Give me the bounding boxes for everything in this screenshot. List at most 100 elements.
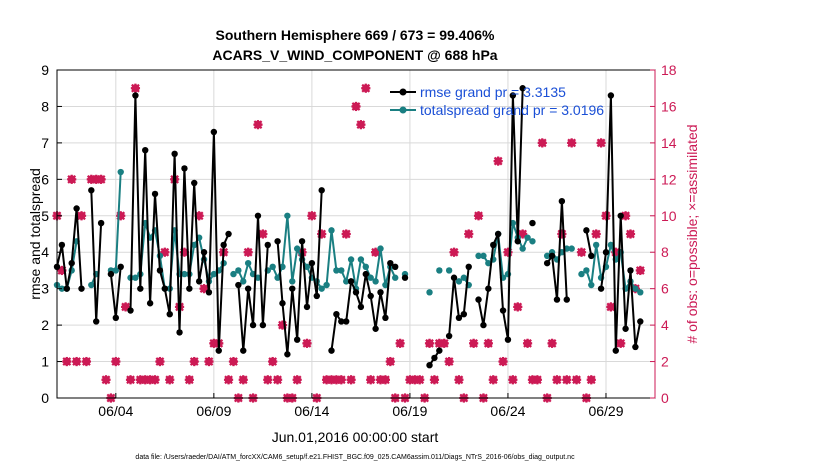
obs-assimilated-marker [204, 356, 214, 367]
obs-assimilated-marker [552, 375, 562, 385]
y-tick-label: 2 [41, 317, 49, 333]
obs-assimilated-marker [380, 375, 391, 385]
rmse-data-point [68, 259, 75, 267]
rmse-data-point [210, 128, 218, 136]
rmse-data-point [107, 270, 115, 278]
obs-assimilated-marker [537, 138, 547, 148]
totalspread-data-point [543, 252, 551, 260]
rmse-data-point [597, 285, 605, 292]
obs-assimilated-marker [498, 356, 508, 367]
rmse-data-point [338, 318, 345, 325]
y-axis-label: rmse and totalspread [27, 168, 43, 300]
totalspread-data-point [191, 241, 198, 249]
totalspread-data-point [318, 285, 325, 292]
totalspread-data-point [426, 289, 433, 296]
rmse-data-point [279, 300, 286, 307]
obs-assimilated-marker [591, 229, 601, 239]
totalspread-data-point [637, 289, 644, 296]
series-lines [53, 85, 644, 369]
obs-assimilated-marker [415, 375, 425, 385]
obs-assimilated-marker [125, 375, 136, 385]
obs-assimilated-marker [488, 375, 498, 385]
totalspread-data-point [132, 274, 139, 281]
y-axis-left: 0 1 2 3 4 5 6 7 8 9 [41, 62, 62, 406]
rmse-data-point [426, 362, 433, 369]
obs-assimilated-marker [625, 229, 636, 239]
rmse-data-point [181, 165, 188, 172]
rmse-data-point [225, 230, 232, 238]
obs-assimilated-marker [429, 375, 440, 385]
obs-assimilated-marker [464, 229, 474, 239]
y-tick-label: 0 [41, 390, 49, 406]
totalspread-data-point [377, 245, 384, 252]
obs-assimilated-marker [547, 338, 557, 348]
rmse-data-point [97, 219, 105, 227]
rmse-data-point [558, 198, 566, 205]
obs-assimilated-marker [189, 356, 199, 367]
obs-assimilated-marker [253, 120, 263, 130]
y2-tick-label: 8 [661, 244, 669, 260]
rmse-data-point [220, 241, 227, 249]
obs-assimilated-marker [483, 338, 493, 348]
rmse-data-point [244, 285, 252, 292]
rmse-data-point [166, 310, 173, 318]
rmse-data-point [176, 329, 183, 336]
obs-assimilated-marker [160, 247, 170, 257]
obs-assimilated-marker [101, 375, 111, 385]
totalspread-data-point [230, 270, 237, 278]
obs-assimilated-marker [557, 229, 567, 239]
rmse-data-point [632, 343, 639, 351]
totalspread-data-point [235, 267, 242, 274]
rmse-data-point [529, 219, 536, 227]
rmse-data-point [499, 307, 507, 314]
rmse-data-point [352, 289, 360, 296]
totalspread-data-point [607, 241, 615, 249]
obs-assimilated-marker [165, 375, 175, 385]
obs-assimilated-marker [292, 375, 302, 385]
rmse-data-point [460, 310, 468, 318]
totalspread-data-point [583, 267, 590, 274]
x-tick-label: 06/09 [196, 403, 231, 419]
totalspread-data-point [480, 252, 487, 260]
rmse-data-point [377, 289, 384, 296]
totalspread-data-point [328, 227, 335, 234]
obs-assimilated-marker [616, 338, 626, 348]
totalspread-data-point [254, 274, 262, 281]
y2-tick-label: 16 [661, 98, 677, 114]
y-axis-right: 0 2 4 6 8 10 12 14 16 18 [650, 62, 677, 406]
rmse-data-point [328, 347, 335, 354]
rmse-data-point [284, 351, 291, 358]
rmse-data-point [465, 263, 472, 270]
chart-title-line1: Southern Hemisphere 669 / 673 = 99.406% [216, 27, 496, 43]
rmse-data-point [450, 274, 458, 281]
legend-spread-marker [399, 106, 407, 114]
obs-assimilated-marker [508, 375, 518, 385]
y-tick-label: 1 [41, 354, 49, 370]
obs-assimilated-marker [336, 375, 346, 385]
x-axis: 06/04 06/09 06/14 06/19 06/24 06/29 [98, 393, 624, 419]
obs-assimilated-marker [150, 375, 160, 385]
y2-tick-label: 6 [661, 281, 669, 297]
totalspread-data-point [293, 245, 301, 252]
totalspread-data-point [269, 263, 276, 270]
totalspread-data-point [244, 259, 252, 267]
obs-assimilated-marker [263, 375, 273, 385]
y2-tick-label: 14 [661, 135, 677, 151]
obs-assimilated-marker [243, 247, 253, 257]
rmse-data-point [333, 310, 340, 318]
y2-tick-label: 10 [661, 208, 677, 224]
obs-assimilated-marker [228, 356, 239, 367]
rmse-data-point [445, 332, 453, 340]
obs-assimilated-marker [576, 247, 587, 257]
obs-assimilated-marker [361, 83, 371, 93]
rmse-data-point [132, 92, 139, 99]
rmse-data-point [127, 307, 134, 314]
rmse-data-point [622, 325, 629, 332]
obs-assimilated-marker [223, 375, 234, 385]
rmse-data-point [342, 318, 350, 325]
rmse-data-point [171, 150, 178, 158]
totalspread-data-point [323, 281, 330, 289]
totalspread-data-point [347, 256, 355, 263]
obs-assimilated-marker [513, 302, 523, 312]
obs-assimilated-marker [76, 211, 87, 221]
